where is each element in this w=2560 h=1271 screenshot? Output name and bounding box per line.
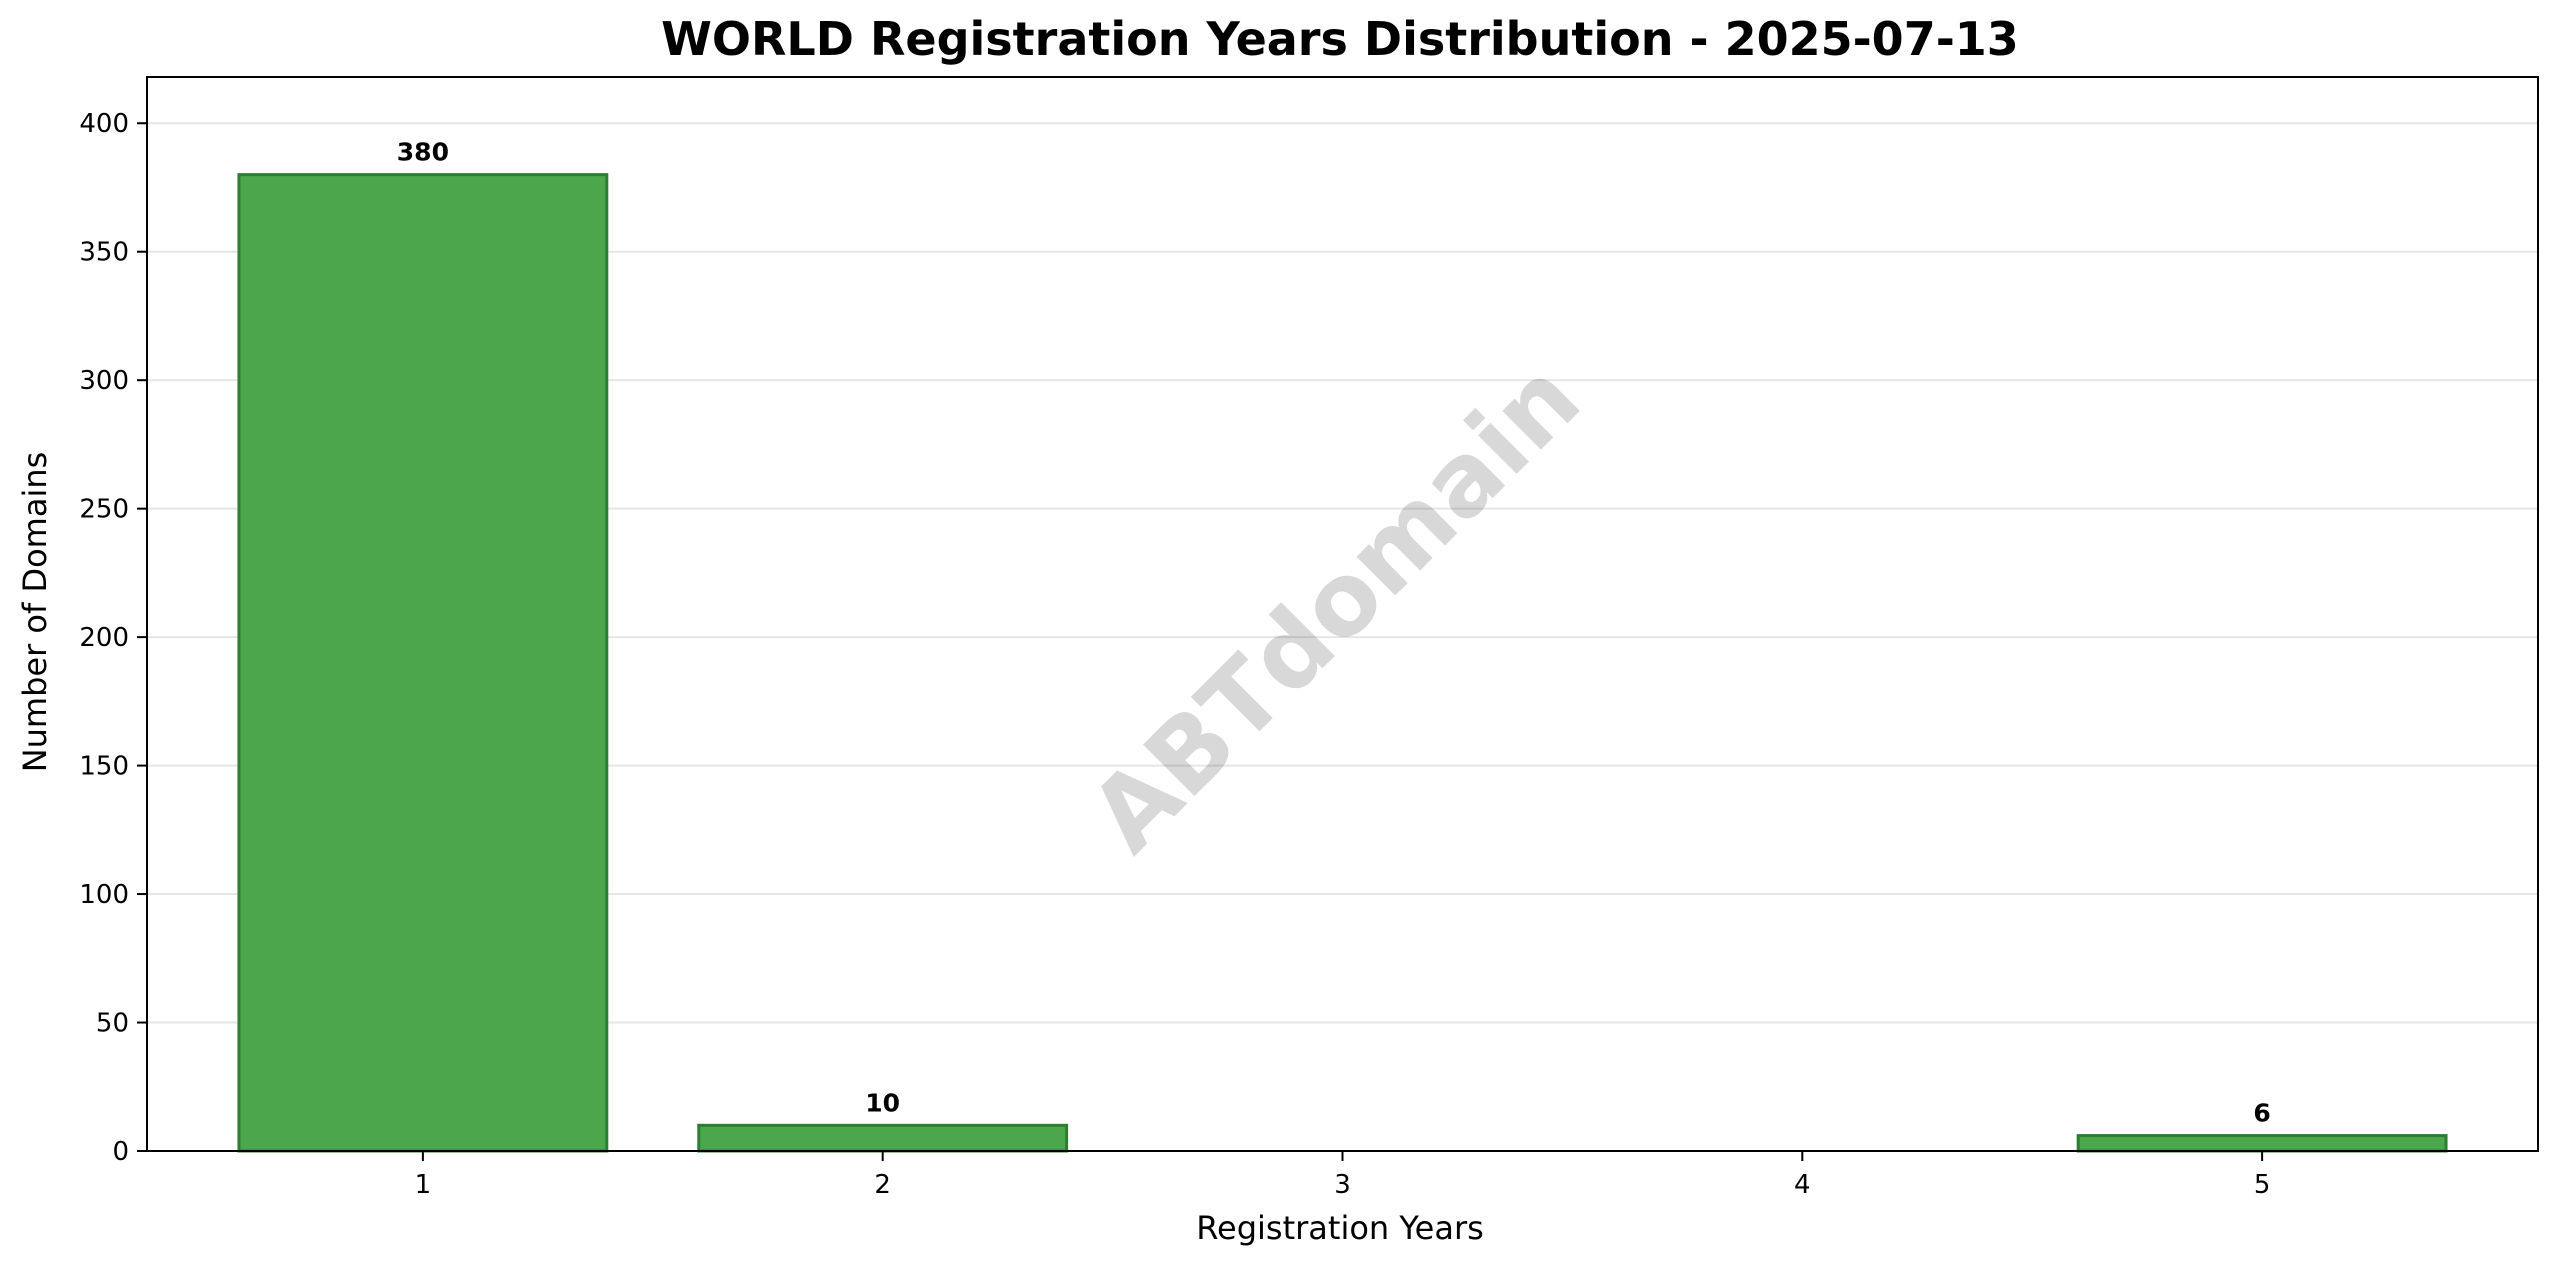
x-tick-label: 2: [874, 1170, 891, 1200]
y-tick-label: 150: [79, 752, 129, 782]
x-axis-label: Registration Years: [1196, 1209, 1484, 1247]
chart-title: WORLD Registration Years Distribution - …: [661, 12, 2019, 66]
bar-2: [697, 1123, 1069, 1153]
bar-1: [237, 173, 609, 1153]
data-label-1: 380: [397, 138, 449, 167]
y-tick-label: 0: [112, 1137, 129, 1167]
y-tick-label: 300: [79, 366, 129, 396]
y-tick-label: 50: [96, 1009, 129, 1039]
y-axis-ticks: 0 50 100 150 200 250 300 350 400: [79, 109, 147, 1167]
x-tick-label: 5: [2254, 1170, 2271, 1200]
x-axis-ticks: 1 2 3 4 5: [415, 1151, 2271, 1200]
y-tick-label: 200: [79, 623, 129, 653]
data-label-5: 6: [2253, 1099, 2270, 1128]
data-label-2: 10: [865, 1088, 900, 1117]
x-tick-label: 3: [1334, 1170, 1351, 1200]
y-tick-label: 100: [79, 880, 129, 910]
bars: [237, 173, 2448, 1153]
y-tick-label: 250: [79, 495, 129, 525]
x-tick-label: 4: [1794, 1170, 1811, 1200]
y-tick-label: 350: [79, 238, 129, 268]
bar-5: [2076, 1134, 2448, 1153]
y-tick-label: 400: [79, 109, 129, 139]
y-axis-label: Number of Domains: [16, 452, 54, 773]
x-tick-label: 1: [415, 1170, 432, 1200]
data-labels: 380 10 6: [397, 138, 2271, 1128]
